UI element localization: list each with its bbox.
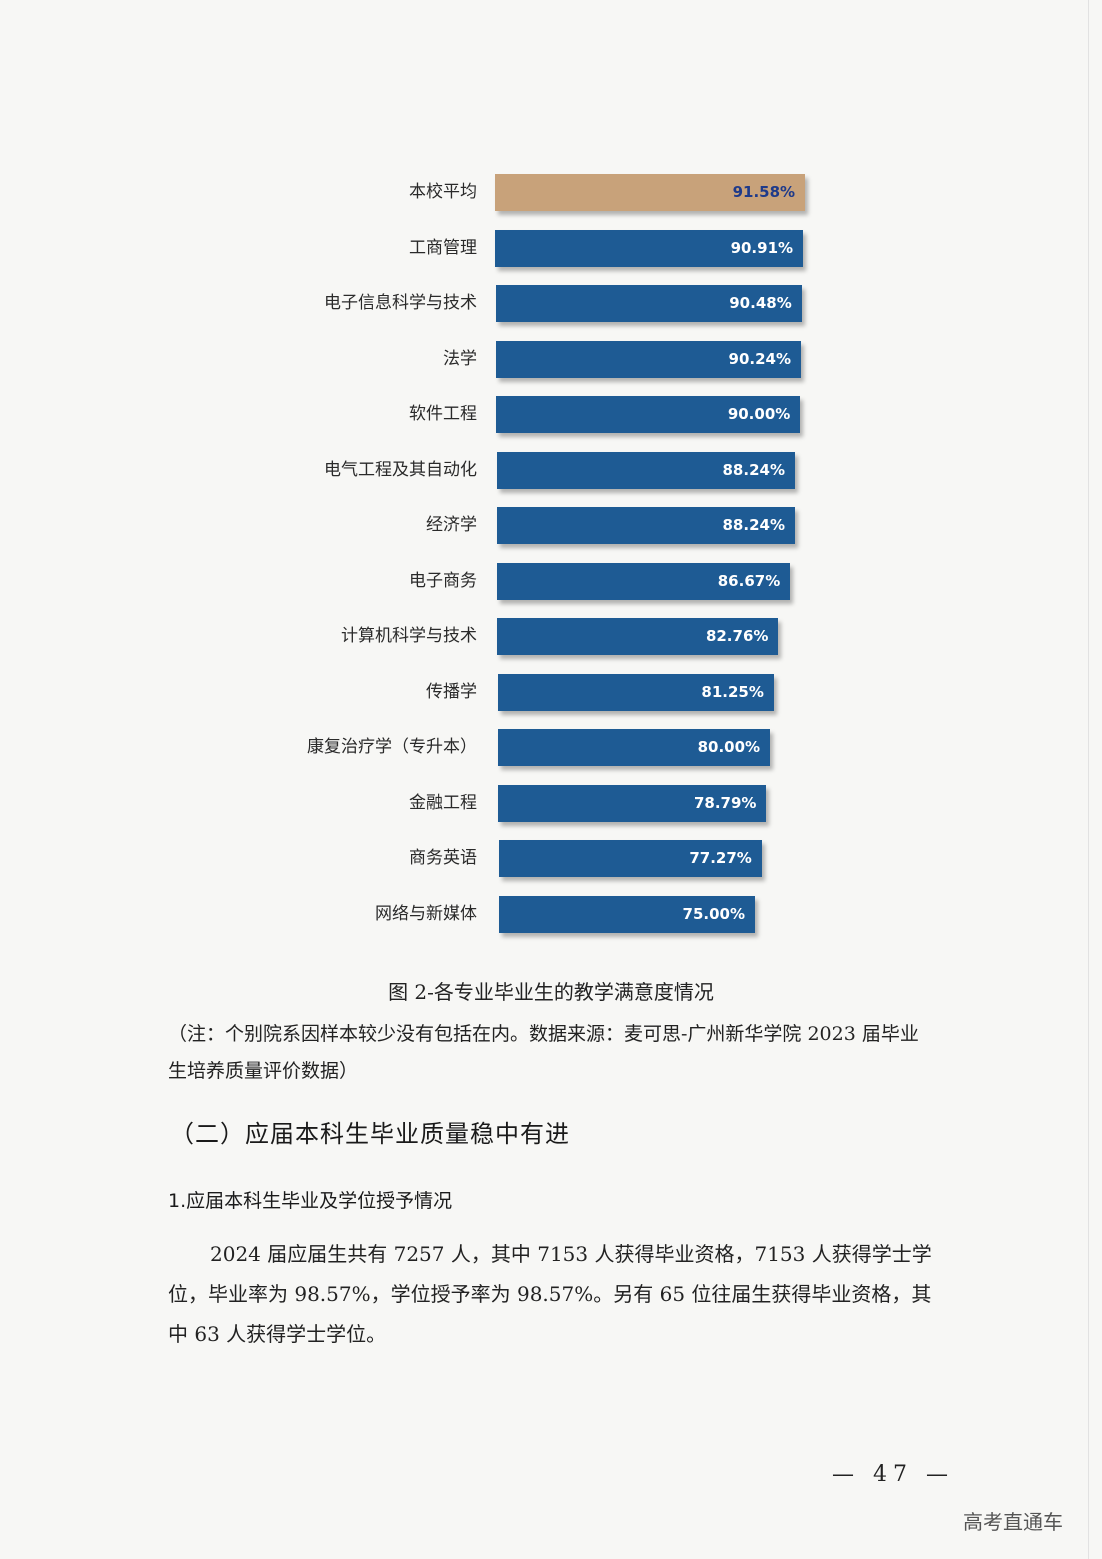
bar-major	[496, 396, 801, 433]
bar-category-label: 法学	[443, 348, 477, 369]
watermark-text: 高考直通车	[963, 1510, 1063, 1534]
bar-value-label: 90.48%	[729, 294, 792, 312]
bar-major	[495, 285, 802, 322]
bar-major	[496, 507, 795, 544]
bar-value-label: 78.79%	[693, 793, 757, 812]
bar-value-label: 75.00%	[682, 904, 745, 923]
bar-major	[498, 784, 767, 822]
bar-major	[495, 340, 801, 378]
bar-value-label: 88.24%	[722, 460, 785, 479]
bar-major	[495, 229, 804, 267]
figure-note: （注：个别院系因样本较少没有包括在内。数据来源：麦可思-广州新华学院 2023 …	[168, 1023, 919, 1082]
body-paragraph: 2024 届应届生共有 7257 人，其中 7153 人获得毕业资格，7153 …	[168, 1242, 932, 1346]
bar-value-label: 77.27%	[689, 849, 752, 867]
bar-value-label: 90.00%	[727, 405, 791, 423]
section-title: （二）应届本科生毕业质量稳中有进	[170, 1120, 570, 1148]
bar-major	[498, 729, 771, 766]
bar-value-label: 86.67%	[717, 571, 781, 590]
bar-value-label: 90.24%	[728, 349, 792, 368]
bar-category-label: 计算机科学与技术	[341, 626, 477, 646]
bar-value-label: 91.58%	[732, 183, 796, 201]
satisfaction-bar-chart: 本校平均 91.58% 工商管理 90.91% 电子信息科学与技术 90.48% 法学 90.…	[307, 174, 806, 933]
bar-value-label: 81.25%	[701, 682, 764, 701]
bar-category-label: 电子信息科学与技术	[324, 293, 477, 313]
bar-category-label: 本校平均	[409, 182, 477, 202]
page-edge-line	[1088, 0, 1089, 1559]
bar-value-label: 88.24%	[722, 516, 785, 534]
figure-caption: 图 2-各专业毕业生的教学满意度情况	[388, 980, 714, 1004]
bar-category-label: 电子商务	[409, 570, 477, 591]
page-number: — 47 —	[832, 1462, 954, 1487]
bar-major	[497, 562, 791, 600]
bar-major	[496, 451, 795, 489]
bar-category-label: 商务英语	[409, 848, 477, 868]
bar-category-label: 金融工程	[409, 792, 477, 813]
bar-major	[497, 673, 774, 711]
bar-school-average	[495, 174, 806, 211]
bar-major	[498, 895, 755, 933]
bar-value-label: 82.76%	[705, 627, 769, 645]
bar-value-label: 80.00%	[697, 738, 761, 756]
bar-major	[498, 840, 762, 877]
sub-title: 1.应届本科生毕业及学位授予情况	[168, 1190, 453, 1212]
bar-category-label: 康复治疗学（专升本）	[307, 737, 477, 757]
bar-major	[497, 618, 779, 655]
bar-category-label: 软件工程	[409, 404, 477, 424]
bar-value-label: 90.91%	[730, 238, 794, 257]
bar-category-label: 工商管理	[409, 237, 477, 258]
bar-category-label: 经济学	[426, 515, 477, 535]
bar-category-label: 网络与新媒体	[375, 903, 477, 924]
bar-category-label: 电气工程及其自动化	[324, 459, 477, 480]
bar-category-label: 传播学	[426, 681, 477, 702]
